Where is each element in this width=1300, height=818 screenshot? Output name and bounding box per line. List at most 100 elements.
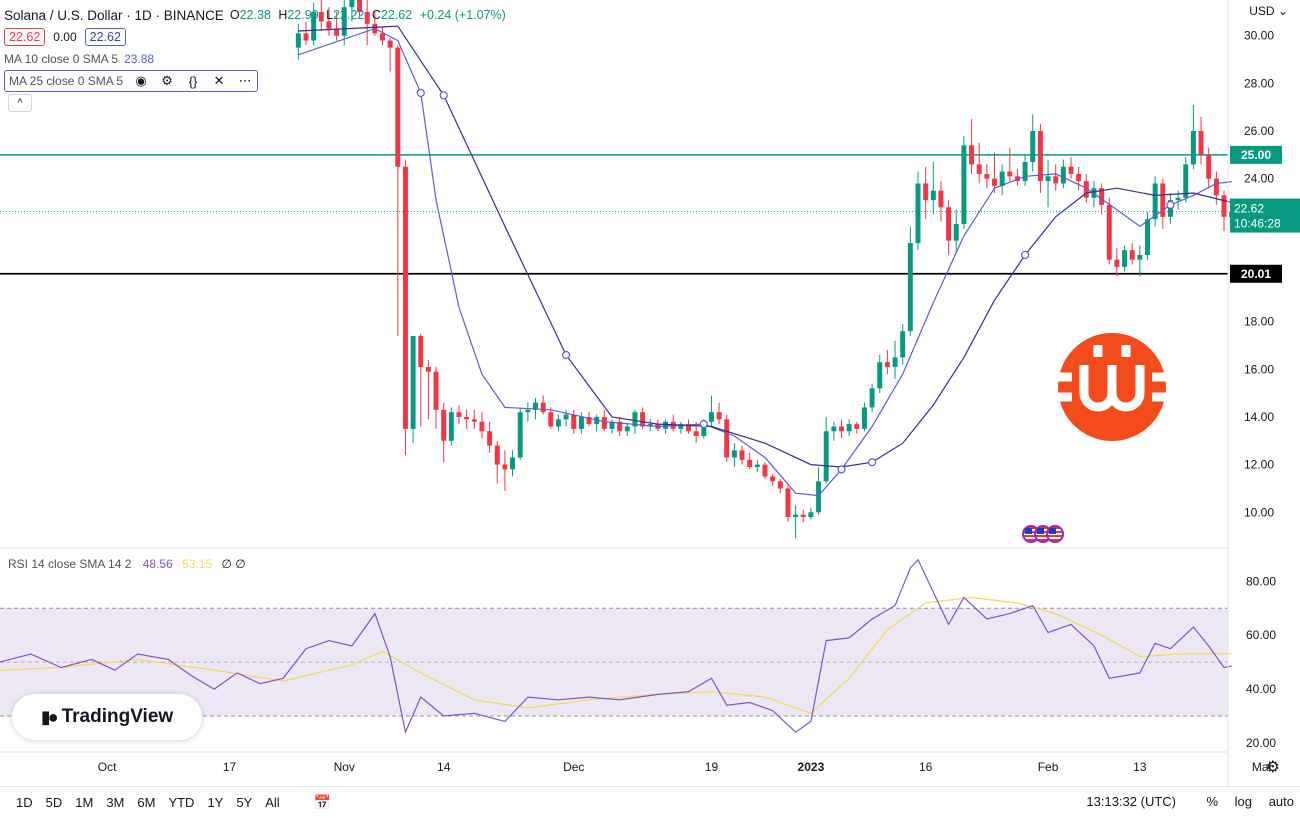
candle[interactable] <box>525 402 531 422</box>
candle[interactable] <box>969 119 975 174</box>
candle[interactable] <box>992 152 997 193</box>
candle[interactable] <box>609 419 615 434</box>
candle[interactable] <box>1060 159 1066 189</box>
candle[interactable] <box>418 333 424 427</box>
tradingview-logo[interactable]: ▮● TradingView <box>12 694 202 740</box>
candle[interactable] <box>601 409 607 432</box>
candle[interactable] <box>1145 212 1150 260</box>
candle[interactable] <box>984 164 990 189</box>
candle[interactable] <box>1037 123 1043 193</box>
candle[interactable] <box>318 0 324 31</box>
candle[interactable] <box>1198 116 1204 165</box>
candle[interactable] <box>877 355 883 394</box>
candle[interactable] <box>617 416 623 437</box>
candle[interactable] <box>410 335 416 444</box>
ma10-row[interactable]: MA 10 close 0 SMA 5 23.88 <box>4 48 510 70</box>
candle[interactable] <box>456 405 462 425</box>
collapse-legend-button[interactable]: ^ <box>8 94 32 112</box>
candle[interactable] <box>334 11 340 41</box>
candle[interactable] <box>1053 164 1059 191</box>
candle[interactable] <box>441 402 447 463</box>
candle[interactable] <box>869 383 875 413</box>
gear-icon[interactable]: ⚙ <box>161 73 173 88</box>
candle[interactable] <box>448 407 454 446</box>
candle[interactable] <box>1221 190 1227 232</box>
candle[interactable] <box>1137 245 1143 277</box>
candle[interactable] <box>548 407 554 429</box>
candle[interactable] <box>326 7 332 36</box>
candle[interactable] <box>487 421 493 453</box>
candle[interactable] <box>961 135 967 229</box>
candle[interactable] <box>425 359 431 420</box>
candle[interactable] <box>1114 247 1120 277</box>
ma25-hover-box[interactable]: MA 25 close 0 SMA 5 ◉ ⚙ {} ✕ ⋯ <box>4 70 259 92</box>
calendar-range-icon[interactable]: 📅 <box>313 794 332 810</box>
candle[interactable] <box>686 419 691 434</box>
candle[interactable] <box>800 509 806 522</box>
rsi-axis[interactable]: 80.00 60.00 40.00 20.00 <box>1246 574 1276 750</box>
candle[interactable] <box>1007 147 1013 182</box>
sell-price-button[interactable]: 22.62 <box>4 28 46 46</box>
candle[interactable] <box>311 2 317 46</box>
candle[interactable] <box>364 0 370 46</box>
candle[interactable] <box>861 402 867 432</box>
ma10-line[interactable] <box>298 27 1232 497</box>
candle[interactable] <box>464 409 470 429</box>
range-ytd-button[interactable]: YTD <box>168 795 195 810</box>
candle[interactable] <box>1030 114 1036 172</box>
range-all-button[interactable]: All <box>265 795 280 810</box>
candle[interactable] <box>1045 159 1051 208</box>
percent-toggle[interactable]: % <box>1206 794 1218 809</box>
rsi-legend[interactable]: RSI 14 close SMA 14 2 48.56 53.15 ∅ ∅ <box>8 557 246 571</box>
price-axis[interactable]: 30.00 28.00 26.00 24.00 18.00 16.00 14.00 12.00… <box>1230 29 1300 520</box>
candle[interactable] <box>1213 171 1219 205</box>
close-icon[interactable]: ✕ <box>213 73 225 88</box>
candle[interactable] <box>976 142 982 184</box>
candle[interactable] <box>1190 104 1196 170</box>
candle[interactable] <box>1160 178 1166 229</box>
candle[interactable] <box>1129 243 1135 265</box>
log-toggle[interactable]: log <box>1234 794 1252 809</box>
candle[interactable] <box>678 421 684 434</box>
candle[interactable] <box>724 414 730 463</box>
range-5y-button[interactable]: 5Y <box>236 795 253 810</box>
currency-button[interactable]: USD ⌄ <box>1249 4 1288 18</box>
candle[interactable] <box>555 414 561 432</box>
candle[interactable] <box>655 419 661 432</box>
economic-events[interactable] <box>1022 525 1064 543</box>
utc-clock[interactable]: 13:13:32 (UTC) <box>1086 794 1176 809</box>
candle[interactable] <box>716 402 722 425</box>
candle[interactable] <box>586 412 592 427</box>
candle[interactable] <box>816 466 822 515</box>
rsi-pane[interactable] <box>0 558 1232 735</box>
candle[interactable] <box>915 171 921 251</box>
candle[interactable] <box>823 416 829 484</box>
range-3m-button[interactable]: 3M <box>106 795 125 810</box>
rsi-line[interactable] <box>0 558 1232 735</box>
candle[interactable] <box>930 162 936 215</box>
candle[interactable] <box>762 462 768 479</box>
eye-icon[interactable]: ◉ <box>135 73 147 88</box>
candle[interactable] <box>831 421 837 441</box>
symbol-title[interactable]: Solana / U.S. Dollar · 1D · BINANCE <box>4 7 224 23</box>
candle[interactable] <box>1122 245 1128 272</box>
candle[interactable] <box>770 474 776 487</box>
range-5d-button[interactable]: 5D <box>45 795 63 810</box>
candle[interactable] <box>357 0 363 17</box>
candle[interactable] <box>839 419 844 439</box>
candle[interactable] <box>953 209 959 253</box>
candle[interactable] <box>1022 154 1028 186</box>
candle[interactable] <box>739 445 745 465</box>
more-icon[interactable]: ⋯ <box>238 73 252 88</box>
candle[interactable] <box>380 26 385 46</box>
buy-price-button[interactable]: 22.62 <box>84 28 126 46</box>
candle[interactable] <box>349 0 355 22</box>
candle[interactable] <box>708 395 714 427</box>
candle[interactable] <box>303 21 309 46</box>
candle[interactable] <box>747 452 753 470</box>
candle[interactable] <box>793 505 799 539</box>
candle[interactable] <box>923 166 929 220</box>
candle[interactable] <box>387 38 393 72</box>
range-1y-button[interactable]: 1Y <box>207 795 224 810</box>
